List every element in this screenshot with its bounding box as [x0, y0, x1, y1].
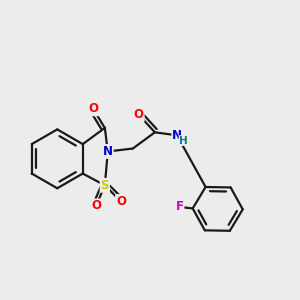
Text: N: N [172, 129, 182, 142]
Text: O: O [116, 195, 126, 208]
Text: O: O [91, 200, 101, 212]
Text: N: N [103, 145, 113, 158]
Text: F: F [176, 200, 183, 214]
Text: O: O [88, 102, 98, 115]
Text: O: O [134, 108, 144, 121]
Text: S: S [100, 179, 109, 192]
Text: H: H [179, 136, 188, 146]
